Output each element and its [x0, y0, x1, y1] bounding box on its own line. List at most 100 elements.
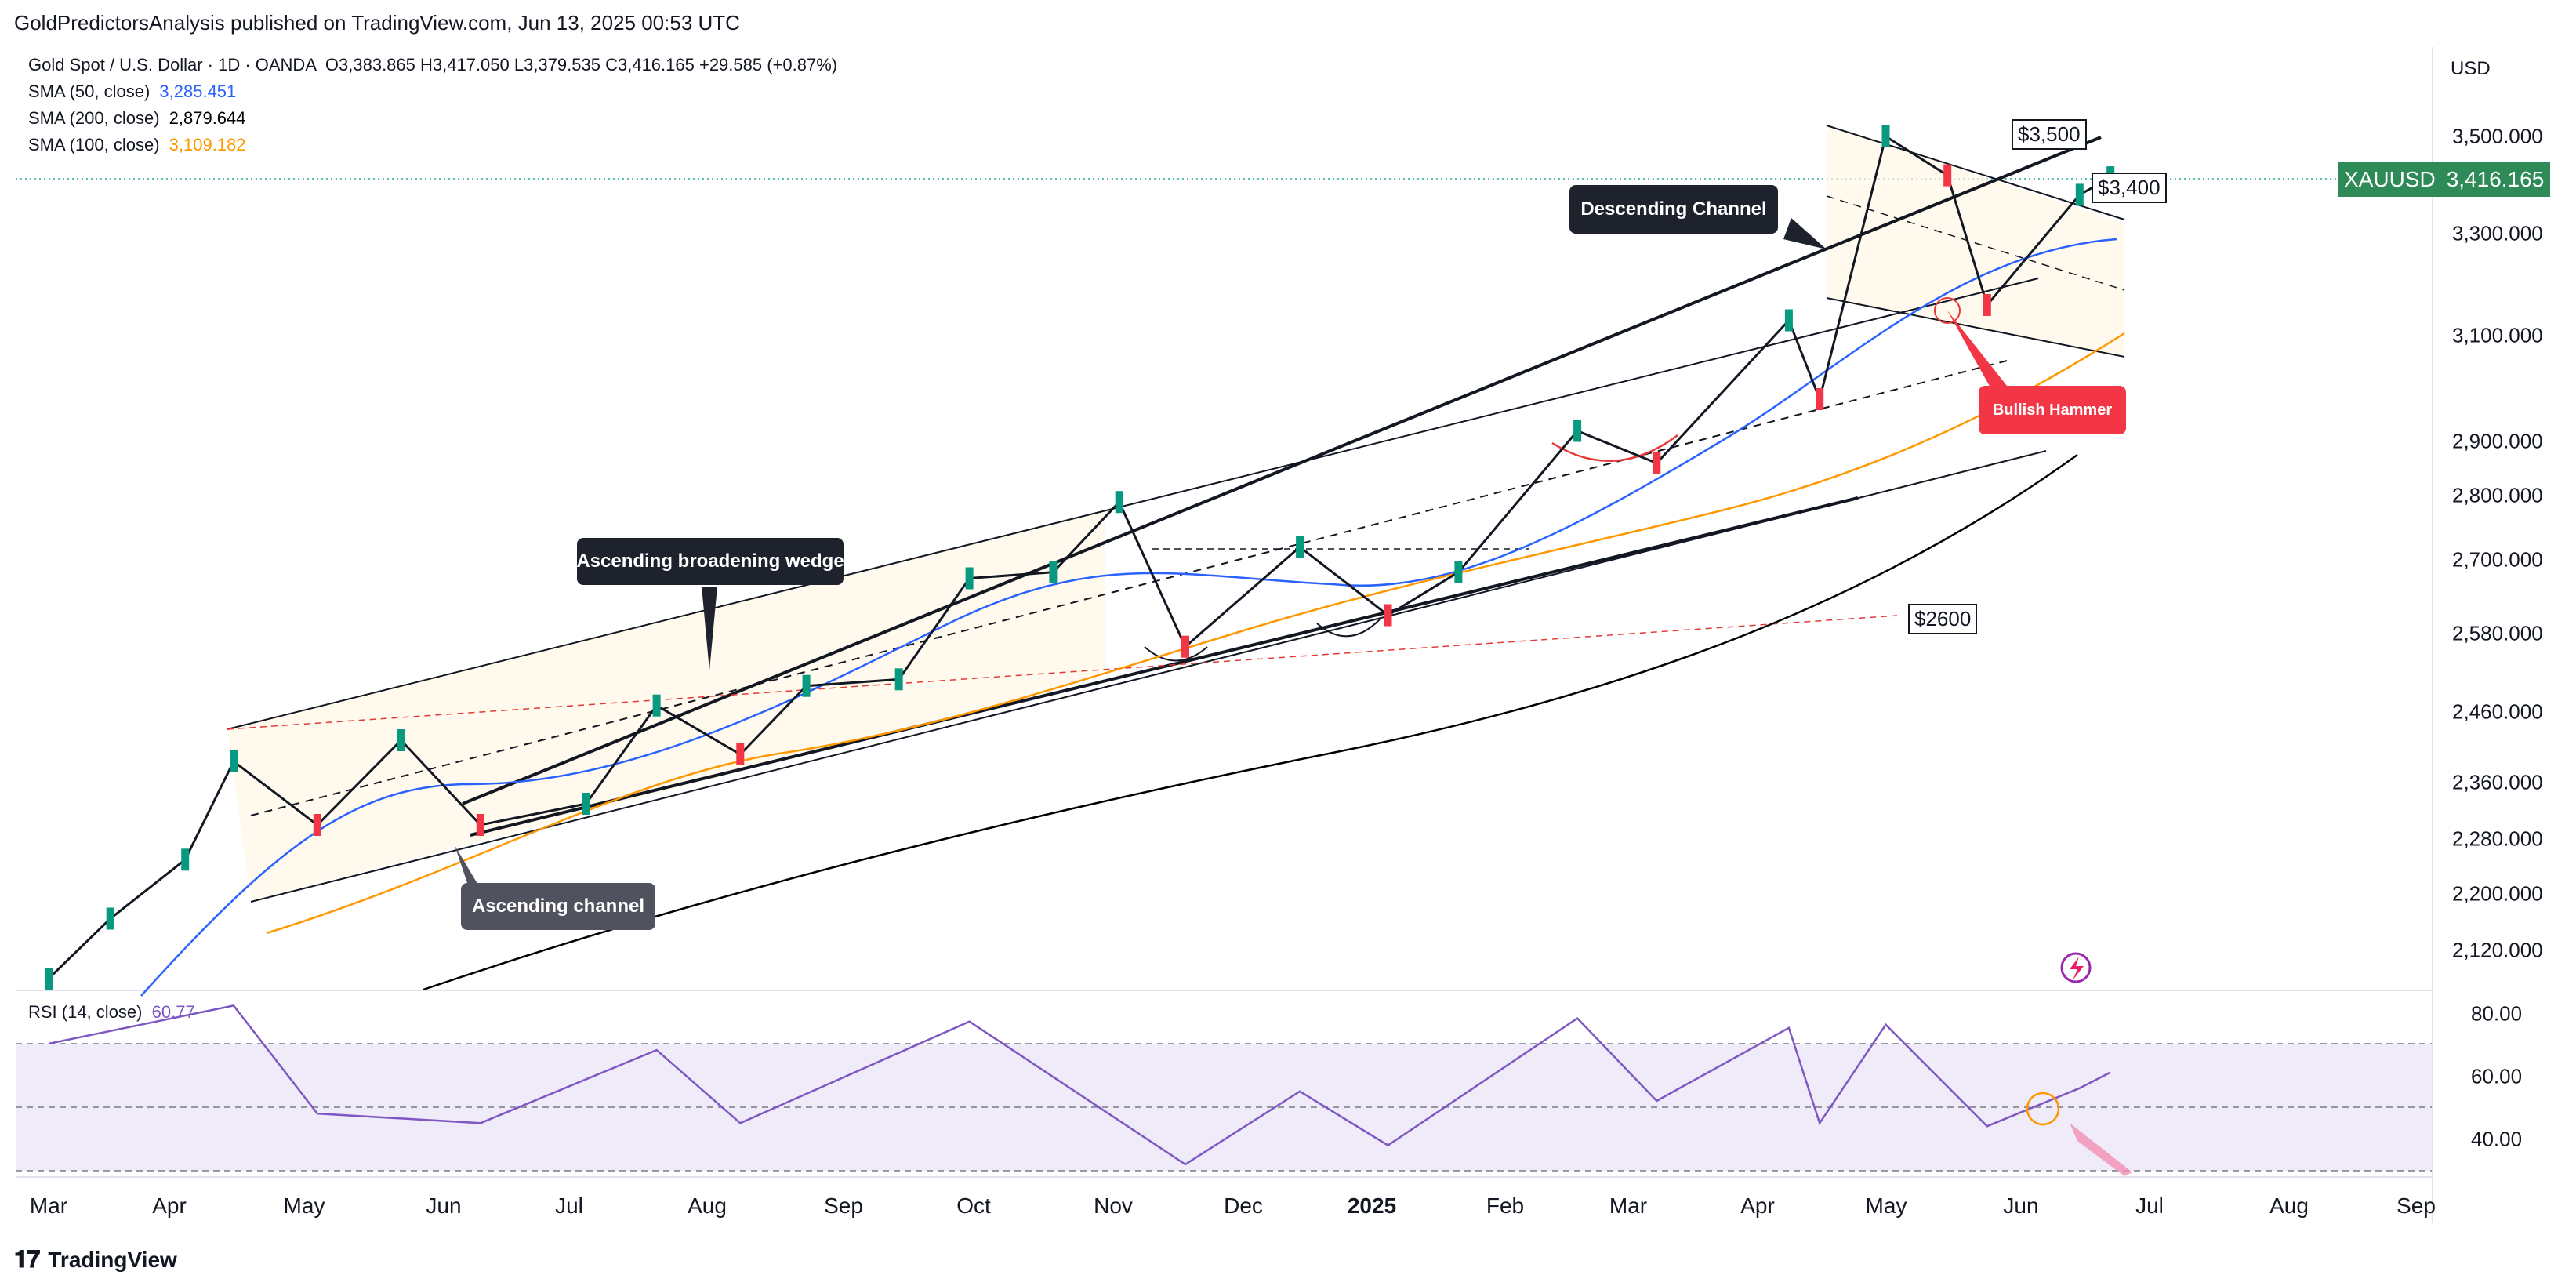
candle	[1384, 604, 1392, 627]
price-tick: 3,500.000	[2452, 124, 2543, 148]
time-tick: 2025	[1347, 1193, 1397, 1218]
candle	[965, 567, 974, 590]
currency-label: USD	[2451, 58, 2491, 79]
sma100-line	[266, 332, 2125, 935]
descending-channel-callout[interactable]: Descending Channel	[1569, 185, 1778, 234]
sma100-label: SMA (100, close)	[28, 135, 160, 154]
ascending-channel-mid	[250, 360, 2008, 816]
sma50-line	[140, 238, 2117, 997]
ohlc-values: O3,383.865 H3,417.050 L3,379.535 C3,416.…	[325, 55, 838, 74]
rsi-tick-60: 60.00	[2471, 1064, 2523, 1088]
sma50-legend[interactable]: SMA (50, close) 3,285.451	[28, 82, 236, 102]
candle	[1653, 452, 1661, 474]
time-tick: Oct	[956, 1193, 991, 1218]
lightning-icon[interactable]	[2060, 952, 2092, 983]
level-3500-box[interactable]: $3,500	[2012, 119, 2087, 150]
candle	[652, 694, 661, 717]
rsi-legend[interactable]: RSI (14, close) 60.77	[28, 1002, 195, 1023]
candle	[1881, 125, 1890, 147]
ascending-channel-callout[interactable]: Ascending channel	[461, 883, 655, 930]
pane-divider	[16, 990, 2432, 991]
price-tick: 2,120.000	[2452, 938, 2543, 962]
price-tick: 2,360.000	[2452, 770, 2543, 794]
symbol-title: Gold Spot / U.S. Dollar · 1D · OANDA	[28, 55, 316, 74]
price-tag-symbol: XAUUSD	[2344, 167, 2436, 191]
sma100-legend[interactable]: SMA (100, close) 3,109.182	[28, 135, 246, 155]
time-tick: Jul	[2135, 1193, 2164, 1218]
price-axis-divider	[2432, 47, 2433, 1223]
price-tick: 2,900.000	[2452, 429, 2543, 453]
wedge-lower-line	[470, 496, 1859, 837]
support-2600-line	[227, 615, 1898, 730]
ascending-channel-fill	[227, 510, 1105, 902]
candle	[1115, 491, 1123, 514]
candle	[1049, 561, 1058, 583]
price-tick: 3,300.000	[2452, 221, 2543, 245]
ascending-channel-lower	[250, 450, 2047, 903]
sma200-legend[interactable]: SMA (200, close) 2,879.644	[28, 108, 246, 129]
price-series	[47, 134, 2111, 980]
time-axis-divider	[16, 1176, 2432, 1178]
time-tick: Jun	[426, 1193, 462, 1218]
time-tick: Feb	[1486, 1193, 1525, 1218]
rounded-bottom-arc-red	[1551, 434, 1678, 462]
lightning-bolt-icon	[2070, 957, 2084, 980]
level-2600-box[interactable]: $2600	[1908, 604, 1978, 634]
rounded-bottom-arc-1	[1144, 646, 1208, 662]
wedge-callout-pointer	[702, 587, 717, 670]
sma200-label: SMA (200, close)	[28, 108, 160, 128]
sma100-value: 3,109.182	[169, 135, 246, 154]
rsi-label: RSI (14, close)	[28, 1002, 143, 1022]
descending-channel-fill	[1827, 125, 2124, 357]
sma200-line	[423, 453, 2078, 991]
time-tick: Sep	[824, 1193, 863, 1218]
candle	[2075, 183, 2084, 206]
sma50-value: 3,285.451	[159, 82, 237, 101]
tradingview-logo-icon: 𝟏𝟕	[14, 1247, 41, 1273]
channel-callout-pointer	[455, 845, 480, 888]
descending-channel-lower	[1826, 297, 2125, 358]
level-3400-box[interactable]: $3,400	[2092, 173, 2167, 203]
price-tick: 2,700.000	[2452, 547, 2543, 572]
rsi-tick-80: 80.00	[2471, 1001, 2523, 1026]
time-tick: Sep	[2396, 1193, 2436, 1218]
candle	[313, 814, 321, 836]
symbol-legend: Gold Spot / U.S. Dollar · 1D · OANDA O3,…	[28, 55, 837, 75]
candle	[736, 743, 745, 765]
candle	[802, 674, 811, 697]
ascending-wedge-callout[interactable]: Ascending broadening wedge	[576, 538, 844, 585]
bullish-hammer-callout[interactable]: Bullish Hammer	[1979, 386, 2126, 434]
time-tick: Nov	[1094, 1193, 1133, 1218]
candle	[45, 968, 53, 990]
descending-callout-pointer	[1783, 218, 1827, 249]
descending-channel-upper	[1826, 125, 2125, 220]
time-tick: May	[283, 1193, 325, 1218]
price-tick: 2,200.000	[2452, 881, 2543, 906]
time-tick: Aug	[688, 1193, 727, 1218]
tradingview-footer[interactable]: 𝟏𝟕 TradingView	[14, 1247, 177, 1273]
rsi-series	[48, 1004, 2111, 1166]
candle	[1573, 420, 1582, 442]
price-tick: 3,100.000	[2452, 323, 2543, 347]
rounded-bottom-arc-2	[1316, 619, 1381, 638]
candle	[106, 907, 114, 930]
candle	[397, 729, 405, 751]
time-tick: Jun	[2003, 1193, 2039, 1218]
rsi-arrow	[2070, 1123, 2132, 1176]
time-tick: Jul	[555, 1193, 583, 1218]
candles-group	[45, 125, 2115, 990]
candle	[1296, 536, 1304, 558]
candle	[1816, 388, 1824, 410]
time-tick: May	[1865, 1193, 1907, 1218]
time-tick: Dec	[1224, 1193, 1263, 1218]
candle	[1784, 309, 1793, 332]
candle	[1983, 294, 1991, 316]
sma200-value: 2,879.644	[169, 108, 246, 128]
candle	[582, 793, 590, 815]
ascending-channel-upper	[227, 278, 2039, 730]
candle	[230, 750, 238, 772]
candle	[1454, 561, 1463, 583]
time-tick: Aug	[2269, 1193, 2309, 1218]
rsi-tick-40: 40.00	[2471, 1127, 2523, 1151]
